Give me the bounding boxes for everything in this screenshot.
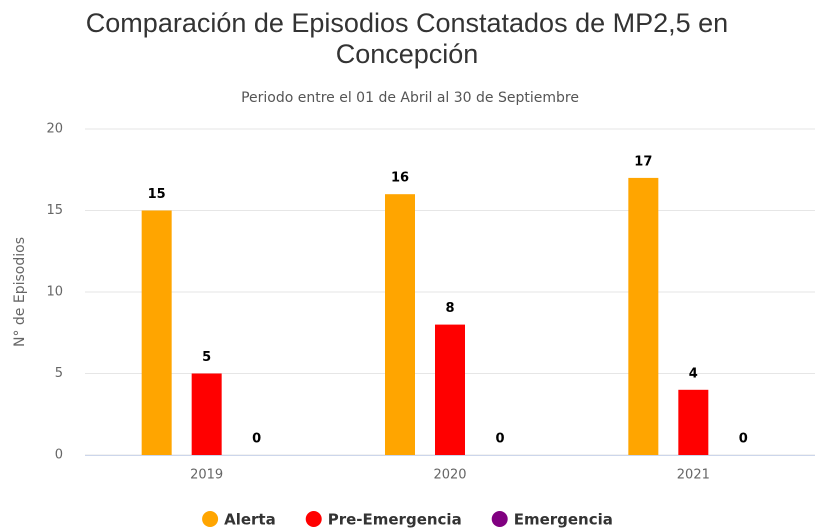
legend-label: Alerta xyxy=(224,511,276,529)
bar xyxy=(435,324,465,455)
data-label: 4 xyxy=(689,366,698,381)
data-label: 0 xyxy=(495,432,504,447)
data-label: 16 xyxy=(391,171,409,186)
y-tick-label: 15 xyxy=(46,203,63,218)
legend-label: Pre-Emergencia xyxy=(328,511,462,529)
bar xyxy=(385,194,415,455)
x-tick-label: 2021 xyxy=(677,468,710,483)
y-tick-label: 20 xyxy=(46,122,63,137)
bar xyxy=(628,177,659,455)
bar xyxy=(678,389,709,455)
y-axis-label: N° de Episodios xyxy=(12,237,28,347)
y-tick-label: 10 xyxy=(46,285,63,300)
y-tick-label: 5 xyxy=(55,366,63,381)
bar xyxy=(191,373,222,455)
legend-marker xyxy=(491,511,508,527)
x-tick-label: 2020 xyxy=(433,468,466,483)
data-label: 17 xyxy=(634,154,652,169)
data-label: 8 xyxy=(445,301,454,316)
data-label: 5 xyxy=(202,350,211,365)
legend-label: Emergencia xyxy=(514,511,613,529)
y-tick-label: 0 xyxy=(55,448,63,463)
x-tick-label: 2019 xyxy=(190,468,223,483)
bar xyxy=(141,210,172,455)
chart-title: Comparación de Episodios Constatados de … xyxy=(85,8,729,69)
data-label: 0 xyxy=(739,432,748,447)
data-label: 0 xyxy=(252,432,261,447)
data-label: 15 xyxy=(148,187,166,202)
legend-marker xyxy=(202,511,219,527)
chart-subtitle: Periodo entre el 01 de Abril al 30 de Se… xyxy=(241,90,579,106)
legend-marker xyxy=(305,511,322,527)
